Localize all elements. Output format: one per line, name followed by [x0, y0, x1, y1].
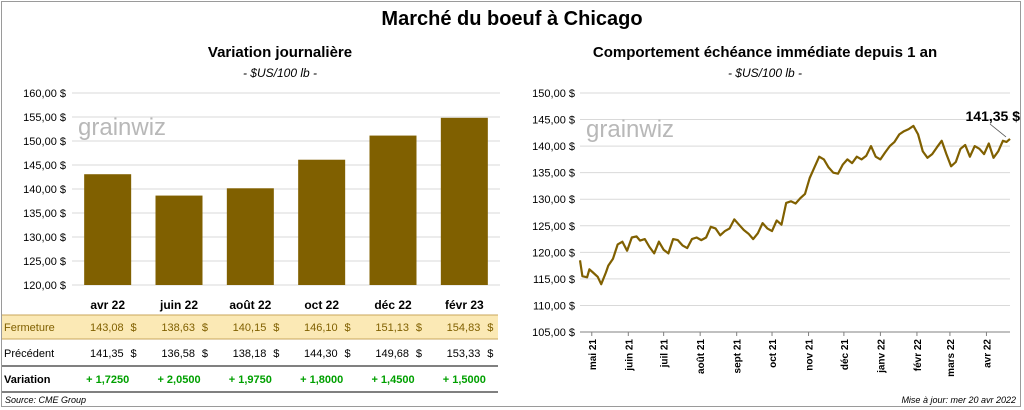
left-y-tick-label: 160,00 $: [23, 88, 66, 100]
right-x-tick-label: août 21: [696, 339, 707, 374]
left-x-axis: avr 22 juin 22 août 22 oct 22 déc 22 févr 23: [90, 298, 484, 312]
left-y-tick-label: 150,00 $: [23, 136, 66, 148]
bar: [440, 117, 488, 285]
left-gridlines: [72, 92, 500, 286]
table-cell: + 1,8000: [300, 374, 343, 386]
table-cell-currency: $: [416, 348, 422, 360]
right-x-tick-label: janv 22: [876, 339, 887, 374]
page-title: Marché du boeuf à Chicago: [381, 8, 643, 30]
left-x-tick-label: déc 22: [374, 298, 412, 312]
bar: [298, 159, 346, 285]
left-y-tick-label: 120,00 $: [23, 280, 66, 292]
table-row-label: Fermeture: [4, 322, 55, 334]
table-row-label: Précédent: [4, 348, 54, 360]
price-table: Fermeture 143,08 $138,63 $140,15 $146,10 $151…: [2, 314, 498, 393]
table-cell: + 1,7250: [86, 374, 129, 386]
table-cell-currency: $: [273, 348, 279, 360]
table-row-label: Variation: [4, 374, 51, 386]
left-y-tick-label: 145,00 $: [23, 160, 66, 172]
right-x-tick-label: juin 21: [624, 339, 635, 372]
table-cell: 141,35: [90, 348, 124, 360]
left-watermark: grainwiz: [78, 114, 166, 141]
right-watermark: grainwiz: [586, 116, 674, 143]
table-cell-currency: $: [487, 322, 493, 334]
left-y-tick-label: 135,00 $: [23, 208, 66, 220]
right-x-tick-label: févr 22: [913, 339, 924, 372]
bar: [155, 195, 203, 285]
price-line: [578, 124, 1011, 286]
table-cell-currency: $: [131, 322, 137, 334]
left-chart-title: Variation journalière: [207, 44, 353, 61]
right-y-tick-label: 145,00 $: [532, 115, 575, 127]
right-x-tick-label: mai 21: [588, 339, 599, 371]
left-y-tick-label: 140,00 $: [23, 184, 66, 196]
bar: [369, 135, 417, 285]
right-y-tick-label: 125,00 $: [532, 221, 575, 233]
table-cell-currency: $: [345, 348, 351, 360]
right-y-tick-label: 140,00 $: [532, 141, 575, 153]
table-cell-currency: $: [131, 348, 137, 360]
right-x-tick-label: déc 21: [840, 339, 851, 371]
bar: [226, 188, 274, 285]
right-x-tick-label: mars 22: [946, 339, 957, 377]
table-cell: + 1,4500: [371, 374, 414, 386]
left-y-tick-label: 130,00 $: [23, 232, 66, 244]
right-y-tick-label: 135,00 $: [532, 168, 575, 180]
table-cell: + 2,0500: [157, 374, 200, 386]
table-cell: 144,30: [304, 348, 338, 360]
right-gridlines: [580, 92, 1010, 333]
update-note: Mise à jour: mer 20 avr 2022: [901, 395, 1016, 405]
table-cell: 151,13: [375, 322, 409, 334]
left-y-tick-label: 155,00 $: [23, 112, 66, 124]
table-cell-currency: $: [273, 322, 279, 334]
left-x-tick-label: août 22: [229, 298, 271, 312]
source-note: Source: CME Group: [5, 395, 87, 405]
left-x-tick-label: févr 23: [445, 298, 484, 312]
right-x-tick-label: nov 21: [805, 339, 816, 371]
table-cell-currency: $: [345, 322, 351, 334]
left-y-tick-label: 125,00 $: [23, 256, 66, 268]
table-cell: + 1,5000: [443, 374, 486, 386]
right-y-tick-label: 150,00 $: [532, 88, 575, 100]
table-cell: 140,15: [233, 322, 267, 334]
table-cell: 136,58: [161, 348, 195, 360]
right-y-tick-label: 120,00 $: [532, 247, 575, 259]
left-y-axis: 120,00 $ 125,00 $ 130,00 $ 135,00 $ 140,00 $…: [23, 88, 66, 292]
bar: [84, 174, 132, 285]
last-value-leader: [989, 123, 1007, 138]
right-y-tick-label: 105,00 $: [532, 327, 575, 339]
right-x-tick-label: juil 21: [660, 339, 671, 369]
table-cell: 146,10: [304, 322, 338, 334]
table-cell: 154,83: [447, 322, 481, 334]
table-cell-currency: $: [416, 322, 422, 334]
left-chart-unit: - $US/100 lb -: [242, 66, 318, 80]
table-cell-currency: $: [202, 348, 208, 360]
right-y-tick-label: 110,00 $: [533, 300, 575, 312]
left-x-tick-label: juin 22: [159, 298, 198, 312]
right-chart-unit: - $US/100 lb -: [727, 66, 803, 80]
right-x-axis: mai 21 juin 21 juil 21 août 21 sept 21 oct 21…: [588, 332, 993, 377]
close-row-bg: [2, 315, 498, 339]
left-x-tick-label: avr 22: [90, 298, 125, 312]
right-x-tick-label: oct 21: [768, 339, 779, 368]
table-cell: 138,18: [233, 348, 267, 360]
table-cell-currency: $: [202, 322, 208, 334]
right-x-tick-label: sept 21: [733, 339, 744, 374]
last-value-label: 141,35 $: [966, 108, 1021, 124]
table-cell: 153,33: [447, 348, 481, 360]
left-bars: [84, 117, 488, 285]
right-chart-title: Comportement échéance immédiate depuis 1…: [592, 44, 938, 61]
table-cell-currency: $: [487, 348, 493, 360]
right-y-tick-label: 130,00 $: [532, 194, 575, 206]
table-cell: 143,08: [90, 322, 124, 334]
right-y-axis: 105,00 $ 110,00 $ 115,00 $ 120,00 $ 125,00 $…: [532, 88, 575, 339]
table-cell: 138,63: [161, 322, 195, 334]
right-x-tick-label: avr 22: [982, 339, 993, 368]
right-y-tick-label: 115,00 $: [533, 274, 575, 286]
left-x-tick-label: oct 22: [304, 298, 339, 312]
table-cell: 149,68: [375, 348, 409, 360]
table-cell: + 1,9750: [229, 374, 272, 386]
